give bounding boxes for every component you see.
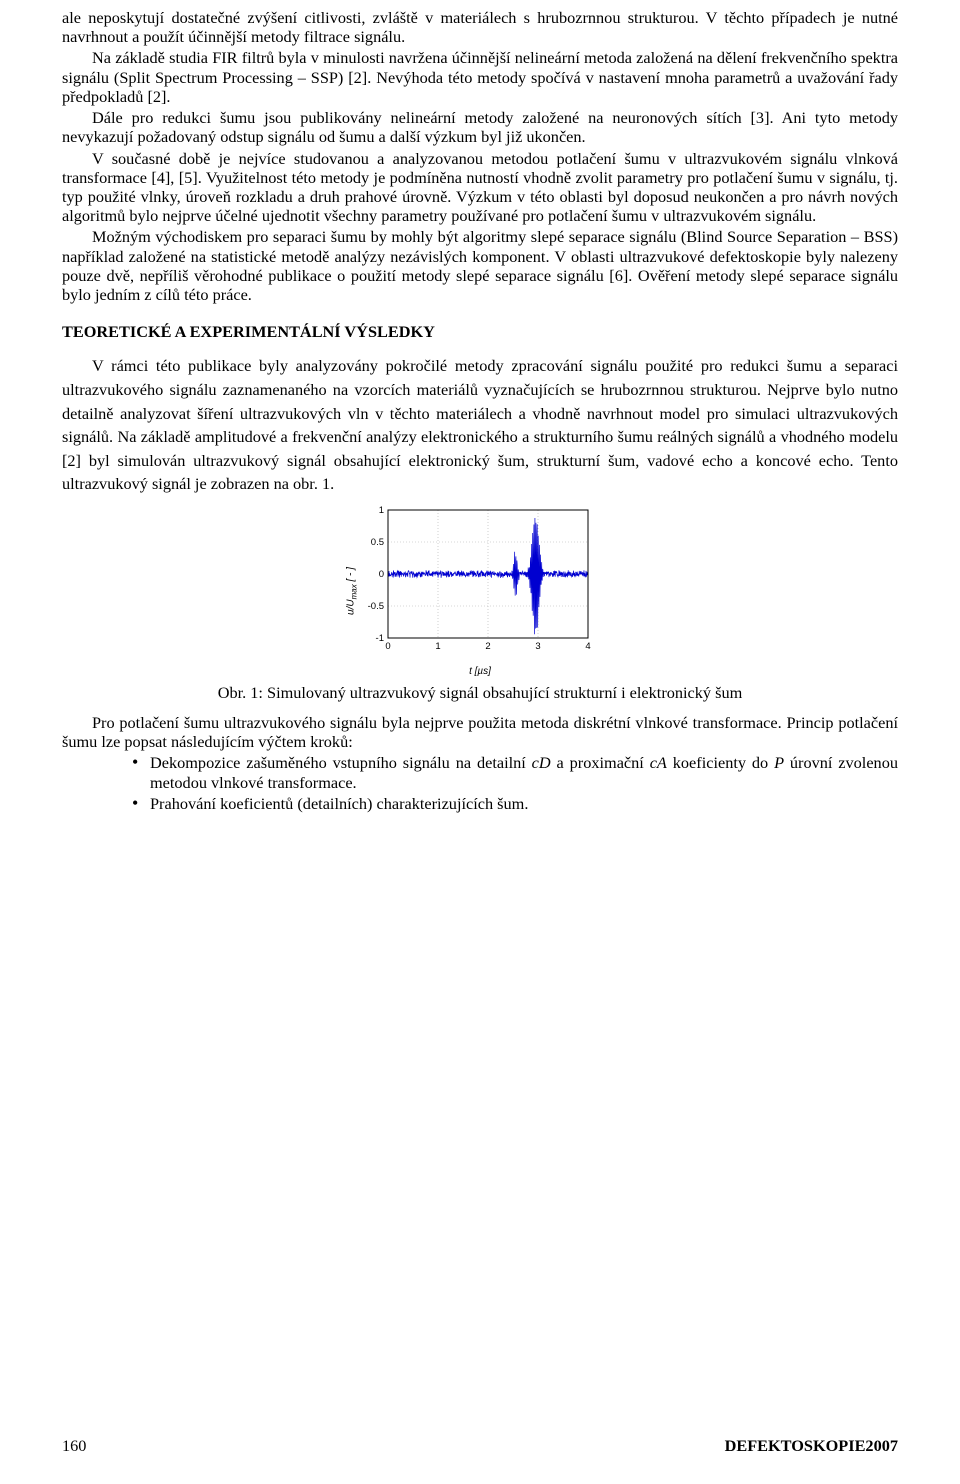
para-4: V současné době je nejvíce studovanou a … — [62, 149, 898, 226]
x-axis-label: t [µs] — [350, 666, 610, 677]
figure-caption: Obr. 1: Simulovaný ultrazvukový signál o… — [62, 683, 898, 703]
svg-text:0: 0 — [385, 641, 390, 652]
bullet-2: Prahování koeficientů (detailních) chara… — [132, 794, 898, 813]
y-axis-label: u/Umax [ - ] — [345, 567, 358, 615]
svg-text:1: 1 — [435, 641, 440, 652]
svg-text:-0.5: -0.5 — [368, 601, 384, 612]
figure-1: u/Umax [ - ] 10.50-0.5-101234 t [µs] — [62, 504, 898, 679]
svg-text:0.5: 0.5 — [371, 537, 384, 548]
para-1: ale neposkytují dostatečné zvýšení citli… — [62, 8, 898, 46]
svg-text:3: 3 — [535, 641, 540, 652]
para-2: Na základě studia FIR filtrů byla v minu… — [62, 48, 898, 106]
svg-text:2: 2 — [485, 641, 490, 652]
page-footer: 160 DEFEKTOSKOPIE2007 — [62, 1436, 898, 1456]
bullet-1: Dekompozice zašuměného vstupního signálu… — [132, 753, 898, 791]
svg-text:-1: -1 — [376, 633, 384, 644]
para-6: V rámci této publikace byly analyzovány … — [62, 354, 898, 496]
para-7: Pro potlačení šumu ultrazvukového signál… — [62, 713, 898, 751]
svg-text:4: 4 — [585, 641, 590, 652]
signal-chart: 10.50-0.5-101234 — [350, 504, 610, 659]
bullet-list: Dekompozice zašuměného vstupního signálu… — [62, 753, 898, 813]
conference-name: DEFEKTOSKOPIE2007 — [725, 1436, 898, 1456]
svg-text:1: 1 — [379, 505, 384, 516]
para-3: Dále pro redukci šumu jsou publikovány n… — [62, 108, 898, 146]
svg-text:0: 0 — [379, 569, 384, 580]
para-5: Možným východiskem pro separaci šumu by … — [62, 227, 898, 304]
section-heading: TEORETICKÉ A EXPERIMENTÁLNÍ VÝSLEDKY — [62, 322, 898, 342]
page-number: 160 — [62, 1436, 86, 1456]
